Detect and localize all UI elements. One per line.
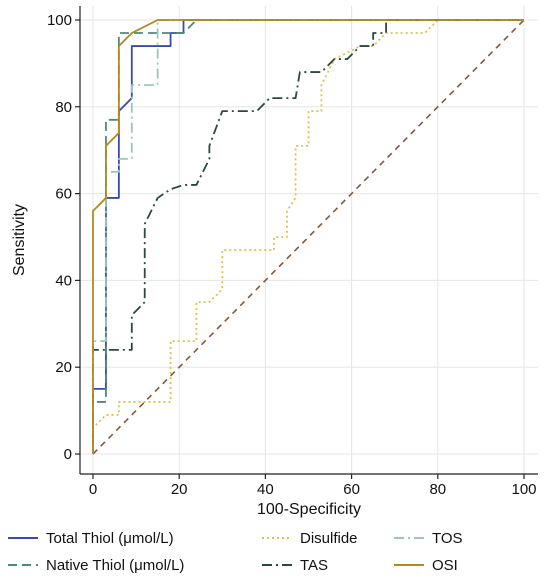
y-tick-label: 60 <box>55 186 72 203</box>
y-tick-label: 20 <box>55 359 72 376</box>
x-tick-label: 0 <box>89 481 97 498</box>
series-group <box>92 19 524 454</box>
y-tick-label: 0 <box>64 446 72 463</box>
axes <box>79 6 538 475</box>
series-line-5 <box>92 19 524 454</box>
x-tick-label: 60 <box>343 481 360 498</box>
x-tick-label: 40 <box>257 481 274 498</box>
y-tick-label: 80 <box>55 99 72 116</box>
x-tick-label: 80 <box>429 481 446 498</box>
tick-labels: 0 20 40 60 80 100 0 20 40 60 80 100 <box>47 12 537 498</box>
reference-diagonal <box>92 19 525 455</box>
x-axis-title: 100-Specificity <box>257 501 361 518</box>
legend-label-0: Total Thiol (μmol/L) <box>46 530 174 547</box>
y-tick-label: 40 <box>55 272 72 289</box>
x-tick-label: 20 <box>171 481 188 498</box>
series-line-3 <box>92 19 524 454</box>
legend-label-5: OSI <box>432 557 458 574</box>
reference-line <box>92 19 525 455</box>
legend: Total Thiol (μmol/L) Native Thiol (μmol/L… <box>8 530 463 574</box>
legend-label-2: Disulfide <box>300 530 358 547</box>
legend-label-3: TAS <box>300 557 328 574</box>
legend-label-4: TOS <box>432 530 463 547</box>
series-line-1 <box>92 19 524 454</box>
y-axis-title: Sensitivity <box>11 204 28 276</box>
x-tick-label: 100 <box>511 481 536 498</box>
series-line-4 <box>92 19 524 454</box>
legend-label-1: Native Thiol (μmol/L) <box>46 557 184 574</box>
y-tick-label: 100 <box>47 12 72 29</box>
series-line-2 <box>92 19 524 454</box>
